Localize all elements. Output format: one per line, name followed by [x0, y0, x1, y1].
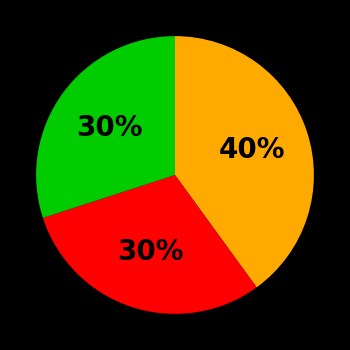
Wedge shape: [175, 36, 314, 287]
Wedge shape: [36, 36, 175, 218]
Text: 30%: 30%: [77, 114, 143, 142]
Text: 30%: 30%: [117, 238, 183, 266]
Text: 40%: 40%: [218, 136, 285, 164]
Wedge shape: [43, 175, 257, 314]
